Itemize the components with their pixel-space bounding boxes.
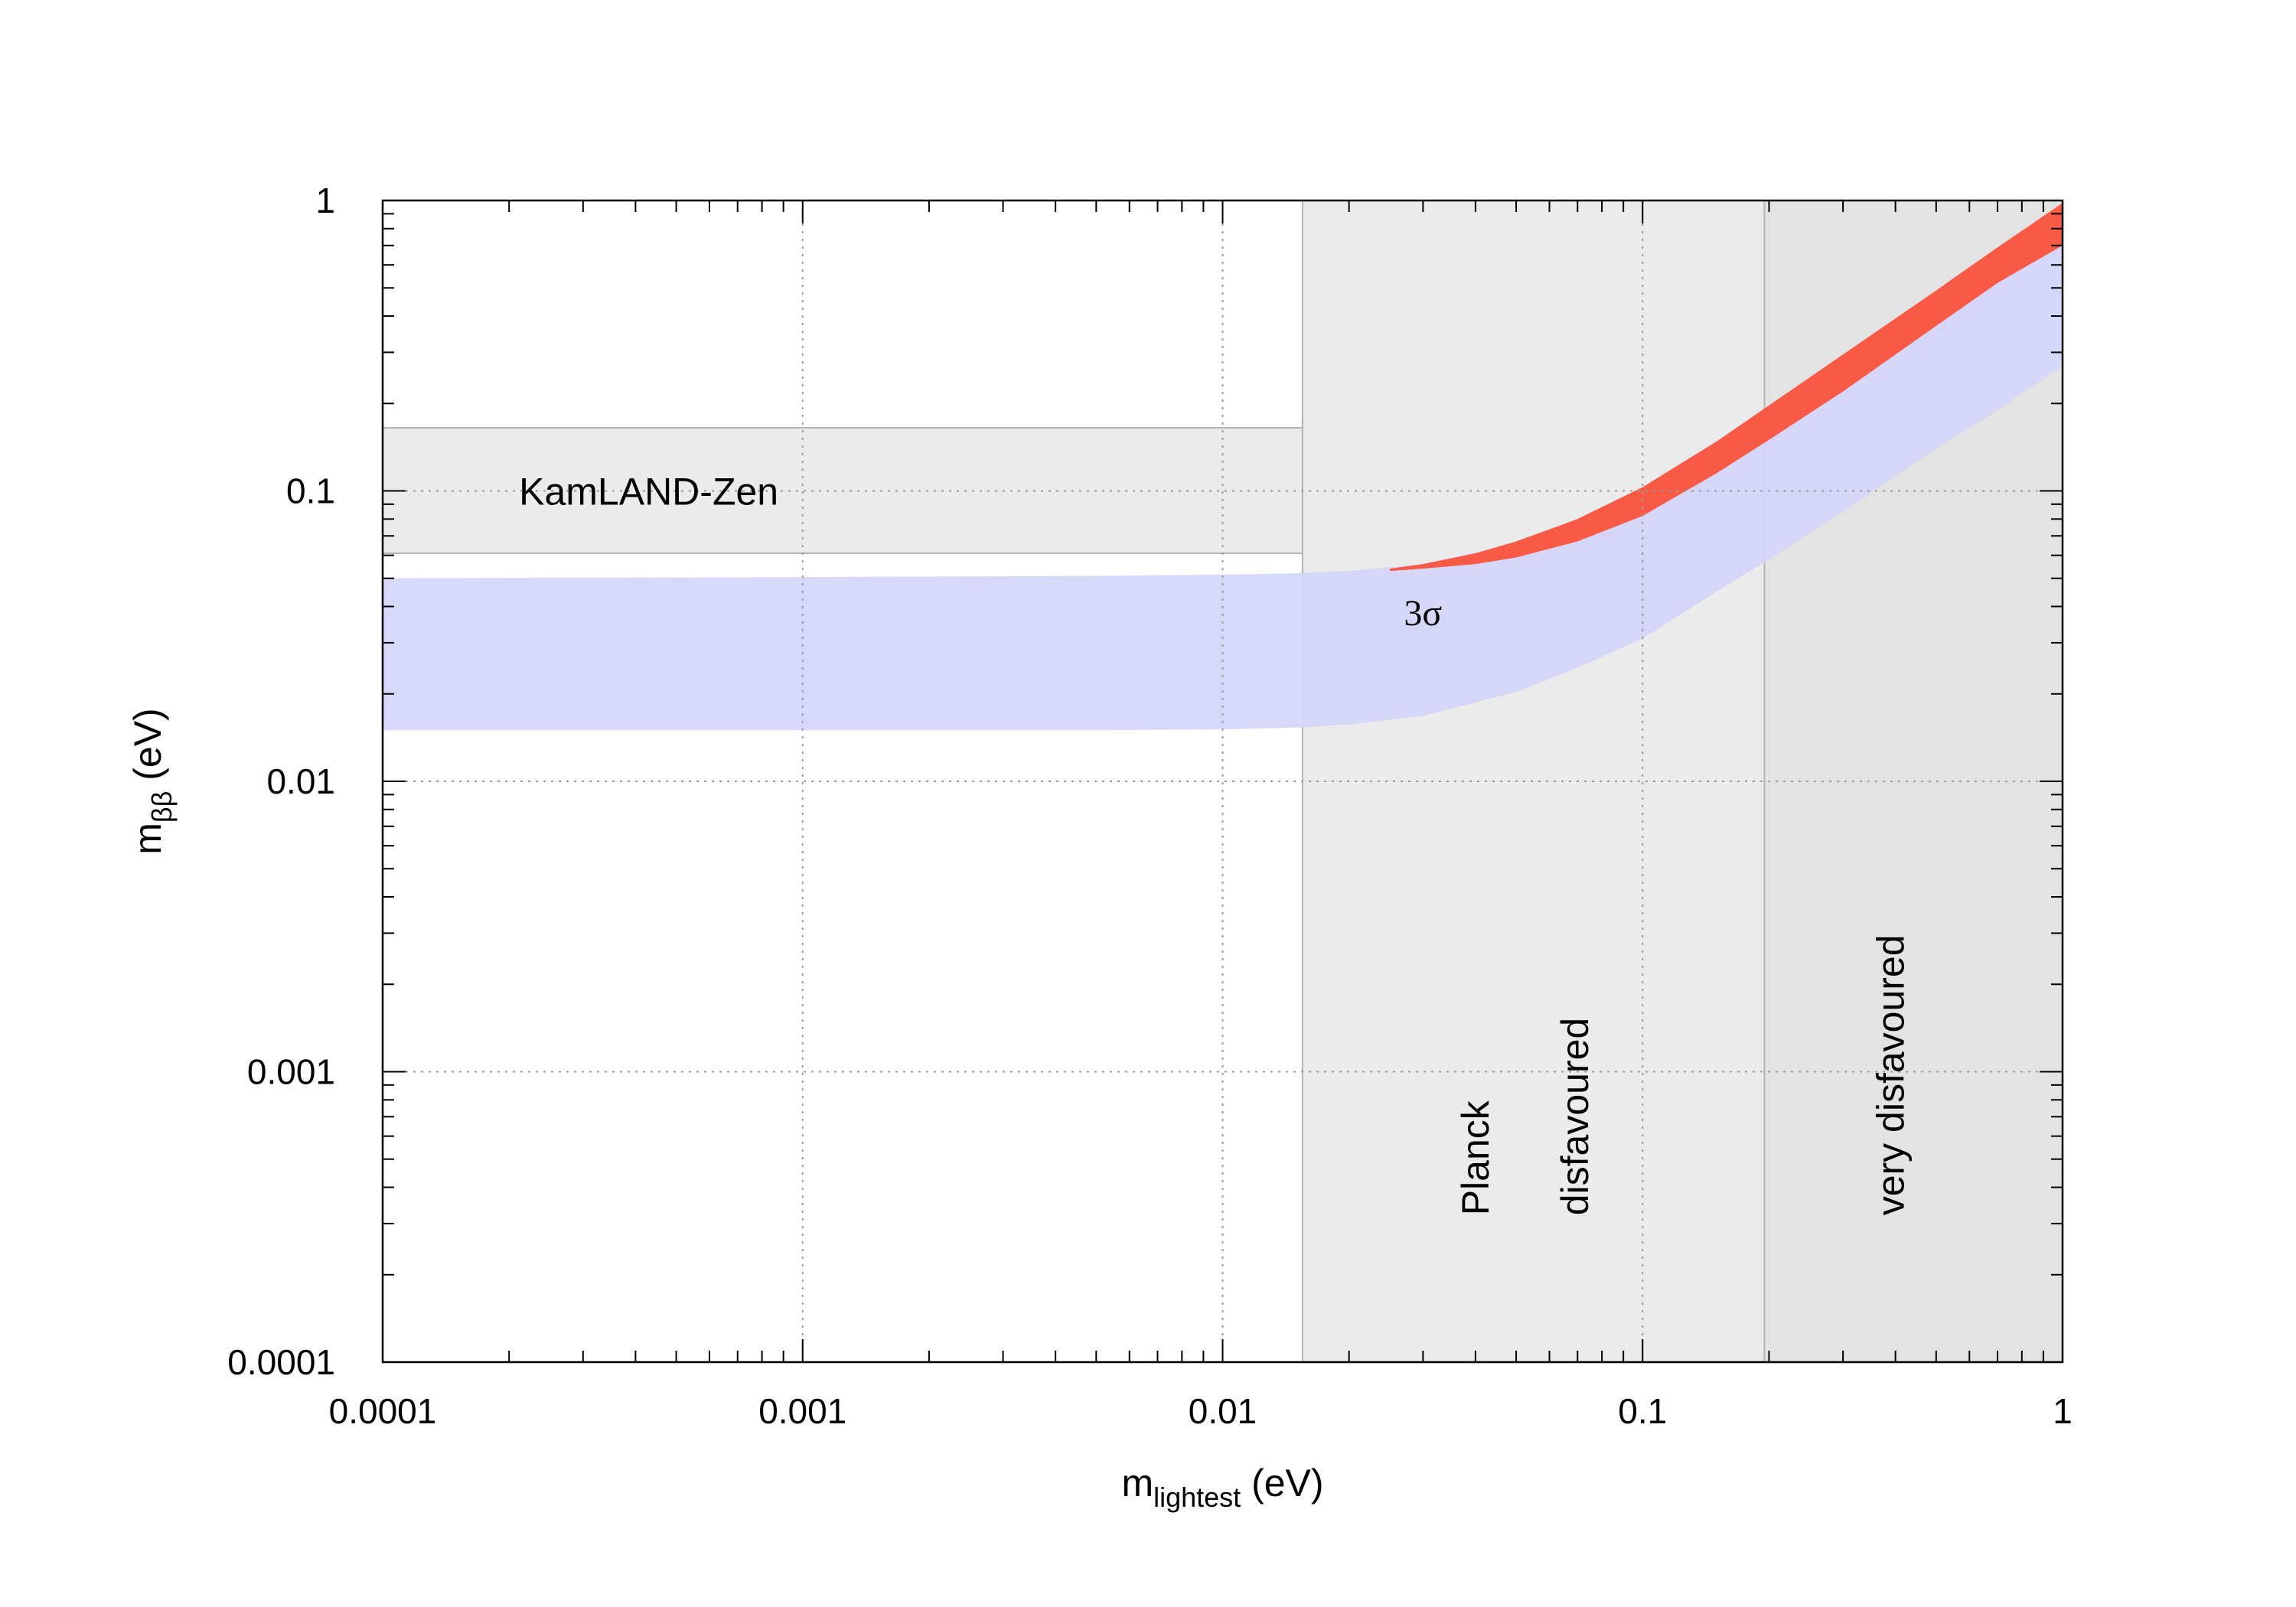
x-axis-title: mlightest (eV) bbox=[1121, 1462, 1323, 1513]
y-axis-title: mββ (eV) bbox=[126, 708, 178, 854]
x-tick-label: 0.0001 bbox=[329, 1391, 437, 1431]
sigma-annotation: 3σ bbox=[1404, 593, 1442, 634]
disfavoured-label: disfavoured bbox=[1554, 1018, 1596, 1216]
axes bbox=[381, 199, 2064, 1364]
x-tick-label: 0.1 bbox=[1618, 1391, 1667, 1431]
y-tick-label: 0.01 bbox=[266, 761, 335, 801]
x-axis-title-sub: lightest bbox=[1153, 1482, 1241, 1513]
x-axis-title-unit: (eV) bbox=[1241, 1462, 1323, 1504]
chart-labels: 0.0001 0.001 0.01 0.1 10.00010.0010.010.11ml… bbox=[126, 181, 2073, 1513]
y-tick-label: 0.001 bbox=[247, 1052, 335, 1092]
x-tick-label: 0.01 bbox=[1189, 1391, 1257, 1431]
y-tick-label: 0.0001 bbox=[227, 1342, 335, 1382]
x-axis-title-main: m bbox=[1121, 1462, 1153, 1504]
x-tick-label: 1 bbox=[2053, 1391, 2073, 1431]
x-tick-label: 0.001 bbox=[758, 1391, 846, 1431]
y-axis-title-sub: ββ bbox=[146, 791, 178, 823]
kamland-zen-label: KamLAND-Zen bbox=[519, 471, 778, 513]
grid-lines bbox=[383, 200, 2063, 1362]
y-axis-title-main: m bbox=[126, 823, 169, 855]
planck-label: Planck bbox=[1454, 1100, 1497, 1215]
y-axis-title-unit: (eV) bbox=[126, 708, 169, 790]
y-tick-label: 1 bbox=[315, 181, 335, 220]
very-disfavoured-label: very disfavoured bbox=[1870, 934, 1913, 1215]
y-tick-label: 0.1 bbox=[286, 471, 335, 511]
